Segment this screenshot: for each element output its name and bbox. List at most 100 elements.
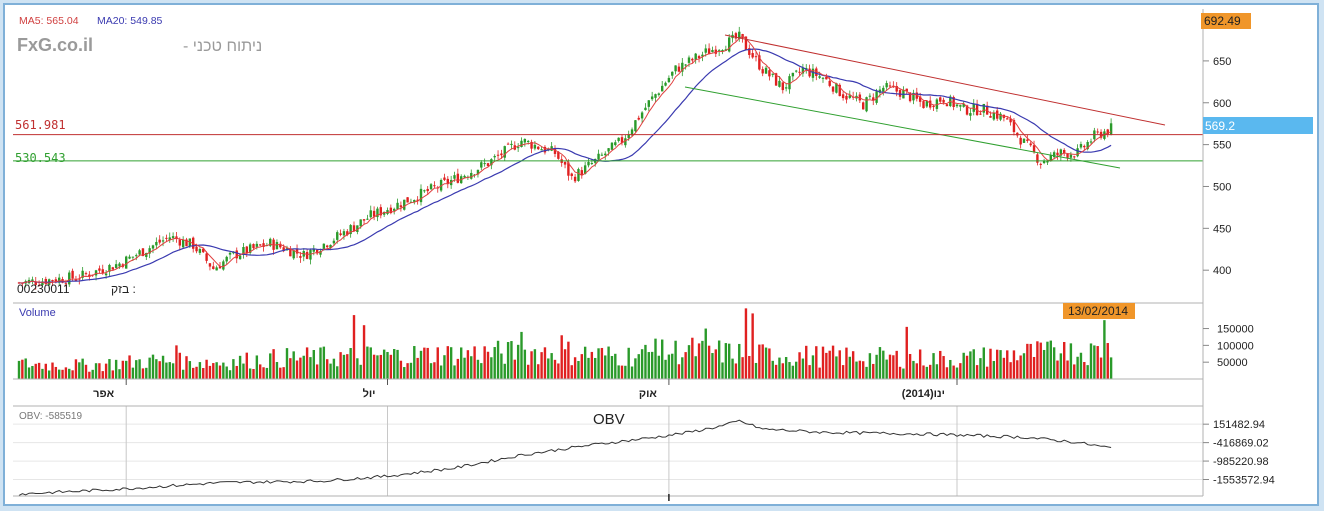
candle-body	[128, 256, 131, 259]
candle-body	[707, 48, 711, 55]
volume-bar	[661, 339, 664, 379]
volume-bar	[751, 313, 754, 379]
volume-bar	[248, 368, 252, 379]
candle-body	[1032, 145, 1036, 153]
volume-bar	[650, 351, 654, 379]
volume-bar	[305, 347, 309, 379]
candle-body	[413, 199, 416, 202]
volume-bar	[349, 348, 352, 379]
candle-body	[661, 85, 664, 92]
volume-bar	[252, 368, 255, 379]
candle-body	[788, 76, 791, 90]
candle-body	[671, 71, 674, 76]
candle-body	[952, 96, 955, 107]
candle-body	[202, 248, 205, 253]
volume-bar	[604, 355, 607, 379]
price-candles	[17, 26, 1113, 290]
volume-bar	[888, 354, 892, 379]
candle-body	[607, 148, 610, 152]
candle-body	[101, 269, 104, 274]
volume-bar	[952, 365, 955, 379]
candle-body	[185, 239, 188, 247]
volume-bar	[771, 360, 774, 379]
volume-bar	[322, 346, 326, 379]
candle-body	[362, 219, 366, 221]
candle-body	[506, 143, 510, 145]
candle-body	[443, 177, 446, 180]
price-tick-label: 600	[1213, 98, 1231, 110]
volume-bar	[202, 368, 205, 379]
candle-body	[393, 208, 396, 211]
candle-body	[818, 76, 821, 78]
volume-bar	[399, 360, 403, 379]
volume-bar	[1032, 356, 1036, 379]
candle-body	[825, 76, 828, 80]
candle-body	[516, 147, 520, 149]
volume-bar	[269, 353, 272, 379]
volume-bar	[654, 338, 657, 379]
candle-body	[778, 80, 781, 87]
candle-body	[1069, 154, 1073, 158]
volume-bars	[17, 308, 1113, 379]
volume-bar	[228, 370, 232, 379]
candle-body	[51, 280, 54, 282]
candle-body	[252, 244, 255, 249]
volume-bar	[81, 358, 84, 379]
volume-bar	[493, 347, 496, 379]
volume-bar	[1036, 341, 1039, 379]
volume-bar	[607, 346, 610, 379]
volume-bar	[500, 353, 503, 379]
volume-bar	[577, 360, 580, 379]
candle-body	[764, 67, 768, 74]
candle-body	[275, 242, 279, 250]
ma20-line	[18, 48, 1112, 284]
candle-body	[721, 50, 724, 52]
volume-bar	[989, 348, 992, 379]
volume-bar	[825, 352, 828, 379]
candle-body	[379, 207, 382, 216]
price-tick-label: 550	[1213, 140, 1231, 152]
volume-bar	[118, 369, 121, 379]
volume-bar	[238, 355, 242, 379]
resistance-trendline[interactable]	[724, 34, 1166, 126]
candle-body	[161, 240, 165, 242]
volume-bar	[389, 354, 393, 379]
volume-bar	[965, 355, 969, 379]
candle-body	[141, 248, 145, 256]
candle-body	[84, 273, 88, 275]
volume-bar	[188, 361, 192, 379]
candle-body	[908, 92, 912, 102]
candle-body	[1103, 131, 1106, 139]
candle-body	[342, 231, 346, 236]
volume-bar	[295, 360, 299, 379]
candle-body	[1049, 155, 1052, 161]
volume-bar	[366, 346, 369, 379]
volume-bar	[265, 367, 269, 379]
candle-body	[577, 169, 580, 181]
candle-body	[734, 33, 738, 39]
volume-bar	[731, 358, 734, 379]
ma20-legend: MA20: 549.85	[97, 15, 163, 27]
volume-bar	[922, 365, 925, 379]
volume-bar	[1009, 362, 1012, 379]
volume-bar	[44, 363, 47, 379]
volume-bar	[449, 347, 453, 379]
volume-bar	[54, 366, 58, 379]
obv-tick-label: -1553572.94	[1213, 475, 1275, 487]
volume-bar	[761, 344, 764, 379]
candle-body	[627, 134, 630, 139]
volume-bar	[550, 353, 553, 379]
candle-body	[178, 239, 181, 246]
support-trendline[interactable]	[684, 86, 1121, 169]
candle-body	[711, 49, 714, 53]
volume-bar	[835, 356, 838, 379]
volume-bar	[171, 363, 175, 379]
candle-body	[238, 255, 242, 260]
candle-body	[563, 161, 567, 165]
candle-body	[315, 249, 319, 254]
candle-body	[299, 256, 302, 258]
candle-body	[751, 53, 754, 58]
candle-body	[322, 243, 326, 249]
candle-body	[687, 57, 691, 63]
volume-bar	[768, 348, 771, 379]
